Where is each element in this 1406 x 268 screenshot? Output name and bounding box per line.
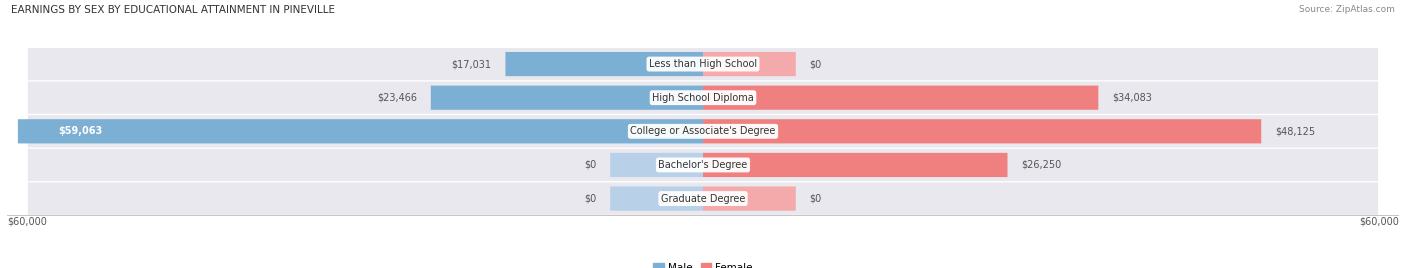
FancyBboxPatch shape [505,52,703,76]
Text: $0: $0 [810,59,823,69]
FancyBboxPatch shape [703,187,796,211]
Text: $23,466: $23,466 [377,93,418,103]
FancyBboxPatch shape [430,85,703,110]
Text: $17,031: $17,031 [451,59,492,69]
FancyBboxPatch shape [610,187,703,211]
FancyBboxPatch shape [18,119,703,143]
FancyBboxPatch shape [610,153,703,177]
Text: $48,125: $48,125 [1275,126,1315,136]
Text: $26,250: $26,250 [1021,160,1062,170]
Text: Graduate Degree: Graduate Degree [661,193,745,204]
FancyBboxPatch shape [28,183,1378,215]
Text: Source: ZipAtlas.com: Source: ZipAtlas.com [1299,5,1395,14]
Text: $0: $0 [583,160,596,170]
Text: $0: $0 [810,193,823,204]
FancyBboxPatch shape [28,81,1378,114]
Text: $0: $0 [583,193,596,204]
FancyBboxPatch shape [28,48,1378,80]
Text: Bachelor's Degree: Bachelor's Degree [658,160,748,170]
Text: Less than High School: Less than High School [650,59,756,69]
FancyBboxPatch shape [28,115,1378,147]
FancyBboxPatch shape [703,52,796,76]
Text: $60,000: $60,000 [1360,216,1399,226]
FancyBboxPatch shape [703,153,1008,177]
FancyBboxPatch shape [703,85,1098,110]
Text: $60,000: $60,000 [7,216,46,226]
Text: College or Associate's Degree: College or Associate's Degree [630,126,776,136]
Text: $34,083: $34,083 [1112,93,1152,103]
FancyBboxPatch shape [703,119,1261,143]
Text: High School Diploma: High School Diploma [652,93,754,103]
Legend: Male, Female: Male, Female [650,259,756,268]
Text: $59,063: $59,063 [59,126,103,136]
FancyBboxPatch shape [28,149,1378,181]
Text: EARNINGS BY SEX BY EDUCATIONAL ATTAINMENT IN PINEVILLE: EARNINGS BY SEX BY EDUCATIONAL ATTAINMEN… [11,5,335,15]
